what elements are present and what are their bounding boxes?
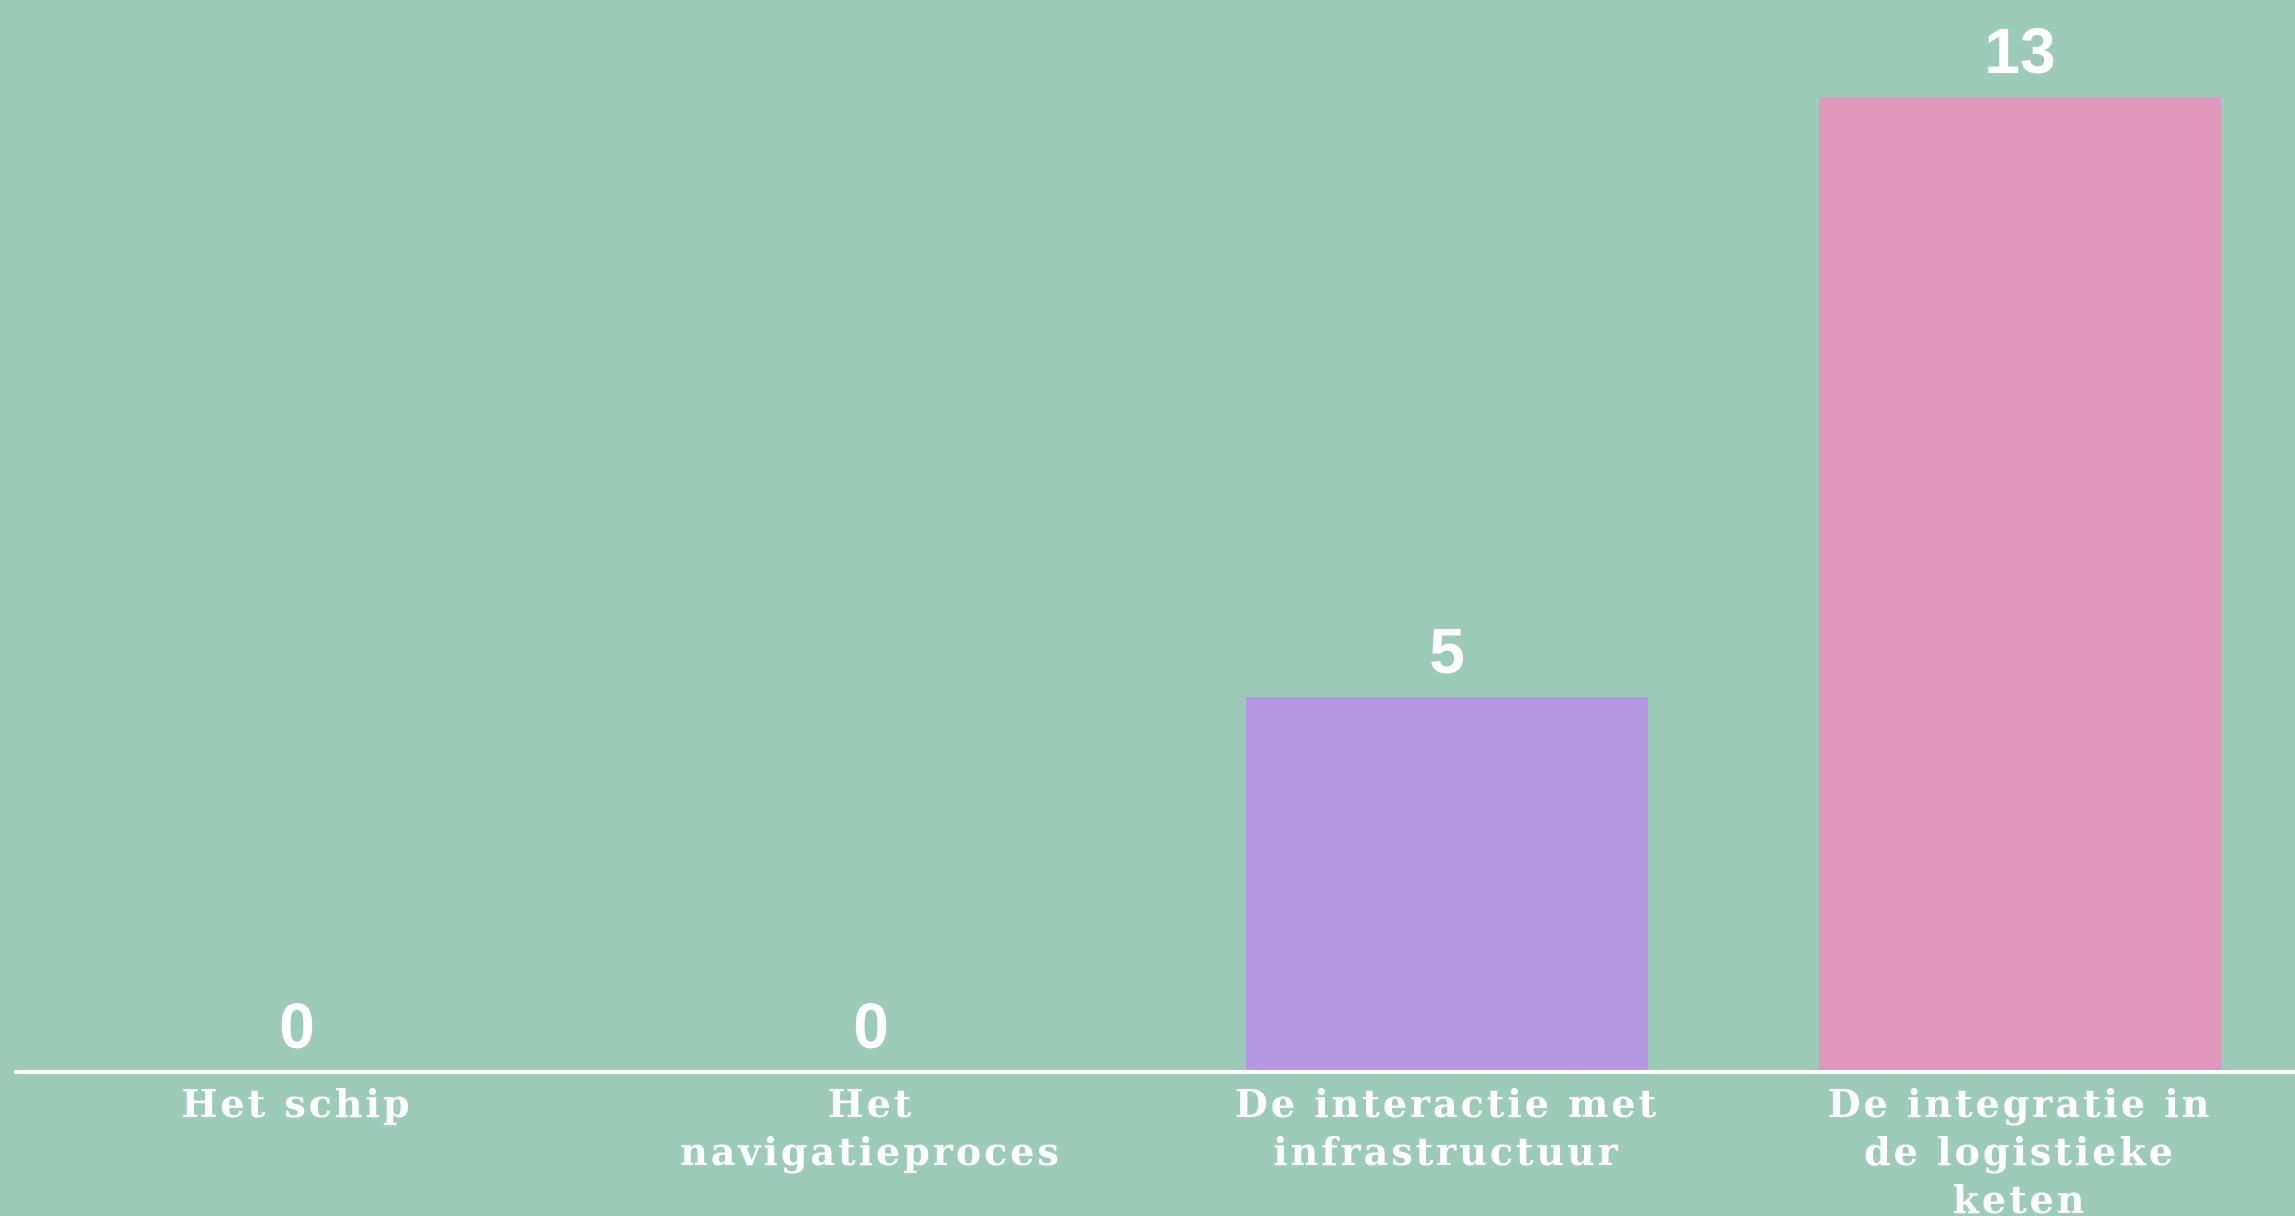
category-label-2: Het navigatieproces <box>680 1081 1062 1174</box>
category-label-line: infrastructuur <box>1273 1129 1621 1174</box>
bar-3 <box>1246 697 1648 1072</box>
value-label-3: 5 <box>1429 615 1465 687</box>
category-label-line: Het schip <box>181 1081 412 1126</box>
category-labels-group: Het schip Het navigatieproces De interactie… <box>181 1081 2213 1216</box>
category-label-3: De interactie met infrastructuur <box>1235 1081 1659 1174</box>
category-label-line: De integratie in <box>1828 1081 2213 1126</box>
value-label-2: 0 <box>853 990 889 1062</box>
category-label-line: De interactie met <box>1235 1081 1659 1126</box>
value-label-4: 13 <box>1984 15 2055 87</box>
bars-group <box>1246 97 2221 1072</box>
category-label-line: navigatieproces <box>680 1129 1062 1174</box>
category-label-line: Het <box>828 1081 915 1126</box>
bar-4 <box>1819 97 2221 1072</box>
value-labels-group: 0 0 5 13 <box>279 15 2055 1062</box>
category-label-line: de logistieke <box>1864 1129 2176 1174</box>
category-label-1: Het schip <box>181 1081 412 1126</box>
category-label-line: keten <box>1953 1177 2088 1216</box>
category-label-4: De integratie in de logistieke keten <box>1828 1081 2213 1216</box>
value-label-1: 0 <box>279 990 315 1062</box>
